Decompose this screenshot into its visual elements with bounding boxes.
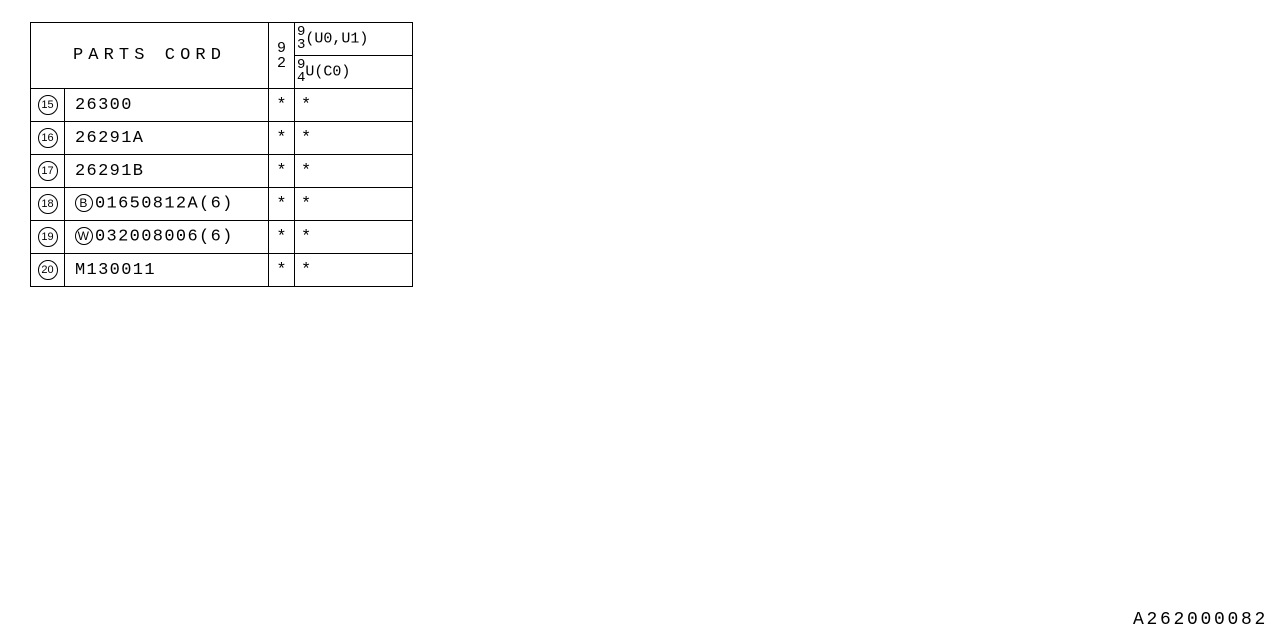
index-badge: 19 <box>38 227 58 247</box>
h94-suffix: U(C0) <box>305 64 350 81</box>
table-row: 19 W032008006(6) * * <box>31 221 413 254</box>
mark-col-2: * <box>295 188 413 221</box>
mark-col-1: * <box>269 254 295 287</box>
index-badge: 20 <box>38 260 58 280</box>
table-row: 18 B01650812A(6) * * <box>31 188 413 221</box>
mark-col-2: * <box>295 89 413 122</box>
part-code-cell: B01650812A(6) <box>65 188 269 221</box>
prefix-badge: W <box>75 227 93 245</box>
mark-col-1: * <box>269 155 295 188</box>
mark-col-1: * <box>269 122 295 155</box>
part-code: 01650812A(6) <box>95 195 234 214</box>
part-code: 032008006(6) <box>95 228 234 247</box>
mark-col-2: * <box>295 254 413 287</box>
mark-col-1: * <box>269 89 295 122</box>
h93-suffix: (U0,U1) <box>305 31 368 48</box>
prefix-badge: B <box>75 194 93 212</box>
header-col-93: 9 3 (U0,U1) <box>295 23 413 56</box>
diagram-id-label: A262000082 <box>1133 610 1268 630</box>
header-92-top: 9 <box>277 41 286 56</box>
row-index-cell: 17 <box>31 155 65 188</box>
mark-col-2: * <box>295 221 413 254</box>
header-col-94: 9 4 U(C0) <box>295 56 413 89</box>
part-code: 26291A <box>75 129 144 148</box>
row-index-cell: 16 <box>31 122 65 155</box>
part-code-cell: 26291A <box>65 122 269 155</box>
table-row: 17 26291B * * <box>31 155 413 188</box>
table-row: 15 26300 * * <box>31 89 413 122</box>
index-badge: 18 <box>38 194 58 214</box>
table-row: 16 26291A * * <box>31 122 413 155</box>
parts-table: PARTS CORD 9 2 9 3 (U0,U1) 9 4 U(C0) <box>30 22 413 287</box>
row-index-cell: 19 <box>31 221 65 254</box>
index-badge: 15 <box>38 95 58 115</box>
header-title: PARTS CORD <box>31 23 269 89</box>
mark-col-1: * <box>269 221 295 254</box>
header-col-92: 9 2 <box>269 23 295 89</box>
part-code-cell: 26300 <box>65 89 269 122</box>
part-code-cell: W032008006(6) <box>65 221 269 254</box>
part-code: M130011 <box>75 261 156 280</box>
row-index-cell: 15 <box>31 89 65 122</box>
index-badge: 17 <box>38 161 58 181</box>
part-code: 26300 <box>75 96 133 115</box>
mark-col-2: * <box>295 155 413 188</box>
row-index-cell: 20 <box>31 254 65 287</box>
row-index-cell: 18 <box>31 188 65 221</box>
table-row: 20 M130011 * * <box>31 254 413 287</box>
parts-cord-table: PARTS CORD 9 2 9 3 (U0,U1) 9 4 U(C0) <box>30 22 413 287</box>
part-code-cell: M130011 <box>65 254 269 287</box>
index-badge: 16 <box>38 128 58 148</box>
part-code: 26291B <box>75 162 144 181</box>
header-92-bottom: 2 <box>277 56 286 71</box>
part-code-cell: 26291B <box>65 155 269 188</box>
mark-col-1: * <box>269 188 295 221</box>
mark-col-2: * <box>295 122 413 155</box>
